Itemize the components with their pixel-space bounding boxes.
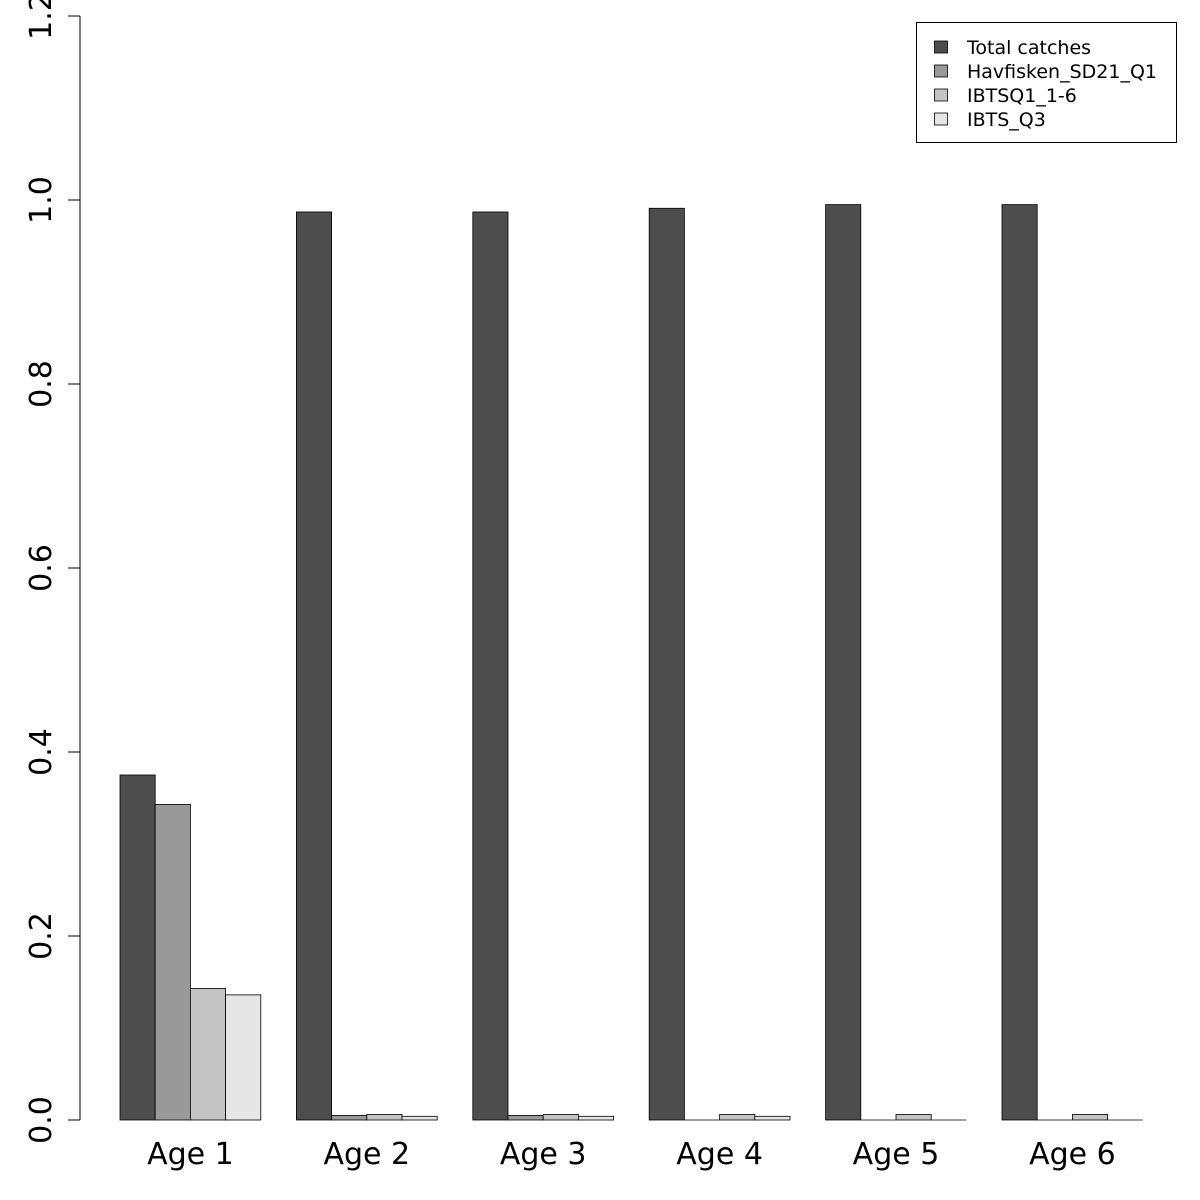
bar-havfisken-sd21-q1-3 <box>507 1115 544 1121</box>
bar-ibtsq1-1-6-6 <box>1072 1114 1109 1121</box>
legend-label: IBTSQ1_1-6 <box>967 85 1077 107</box>
x-category-label: Age 1 <box>147 1137 234 1172</box>
y-tick-label: 0.0 <box>24 1096 59 1144</box>
legend-swatch <box>934 88 948 102</box>
legend-label: Havfisken_SD21_Q1 <box>967 61 1157 83</box>
x-category-label: Age 3 <box>500 1137 587 1172</box>
legend-label: Total catches <box>966 37 1091 59</box>
bar-ibtsq1-1-6-1 <box>189 988 226 1121</box>
y-tick-label: 1.0 <box>24 176 59 224</box>
bar-total-catches-6 <box>1001 204 1038 1121</box>
bar-total-catches-2 <box>295 211 332 1121</box>
bar-ibts-q3-3 <box>578 1115 615 1121</box>
x-category-label: Age 5 <box>853 1137 940 1172</box>
bar-total-catches-4 <box>648 207 685 1121</box>
y-tick-label: 0.6 <box>24 544 59 592</box>
legend-swatch <box>934 40 948 54</box>
bar-ibtsq1-1-6-4 <box>719 1114 756 1121</box>
x-axis-labels: Age 1 Age 2 Age 3 Age 4 Age 5 Age 6 <box>147 1137 1116 1172</box>
bars <box>119 204 1143 1121</box>
legend-label: IBTS_Q3 <box>967 109 1046 131</box>
legend-swatch <box>934 112 948 126</box>
y-tick-label: 0.4 <box>24 728 59 776</box>
y-axis: 0.0 0.2 0.4 0.6 0.8 1.0 1.2 <box>24 0 81 1144</box>
y-tick-label: 1.2 <box>24 0 59 40</box>
bar-ibtsq1-1-6-2 <box>366 1114 403 1121</box>
bar-ibts-q3-4 <box>754 1115 791 1121</box>
legend-box <box>916 22 1177 143</box>
y-tick-label: 0.2 <box>24 912 59 960</box>
legend: Total catchesHavfisken_SD21_Q1IBTSQ1_1-6… <box>916 22 1177 143</box>
bar-ibts-q3-1 <box>225 994 262 1121</box>
bar-ibts-q3-2 <box>401 1115 438 1121</box>
bar-ibtsq1-1-6-3 <box>542 1114 579 1121</box>
y-tick-label: 0.8 <box>24 360 59 408</box>
x-category-label: Age 4 <box>676 1137 763 1172</box>
legend-swatch <box>934 64 948 78</box>
bar-total-catches-5 <box>825 204 862 1121</box>
bar-havfisken-sd21-q1-1 <box>154 804 191 1121</box>
x-category-label: Age 6 <box>1029 1137 1116 1172</box>
bar-havfisken-sd21-q1-2 <box>331 1115 368 1121</box>
bar-total-catches-1 <box>119 774 156 1121</box>
x-category-label: Age 2 <box>323 1137 410 1172</box>
bar-ibtsq1-1-6-5 <box>895 1114 932 1121</box>
bar-total-catches-3 <box>472 211 509 1121</box>
